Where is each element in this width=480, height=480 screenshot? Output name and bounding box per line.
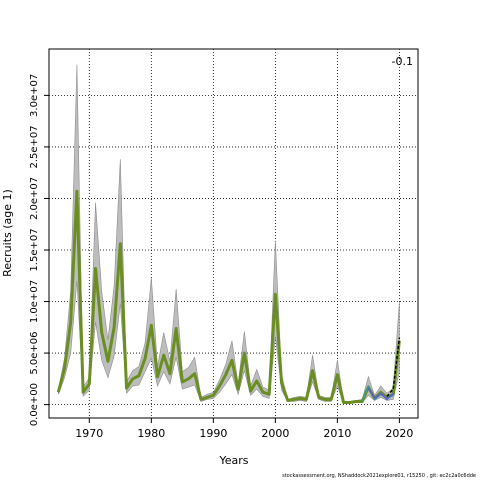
x-tick-label: 1970 [75, 427, 103, 440]
x-tick-label: 2020 [385, 427, 413, 440]
x-tick-label: 1990 [199, 427, 227, 440]
y-tick-label: 0.0e+00 [29, 383, 40, 426]
series-lines [56, 189, 401, 405]
confidence-bands [58, 64, 400, 404]
y-axis-label: Recruits (age 1) [1, 189, 14, 277]
y-tick-label: 2.5e+07 [29, 125, 40, 168]
y-tick-label: 3.0e+07 [29, 74, 40, 117]
series-line [367, 387, 394, 401]
y-axis-ticks: 0.0e+00 5.0e+06 1.0e+07 1.5e+07 2.0e+07 2.5e+… [29, 74, 49, 426]
y-tick-label: 1.5e+07 [29, 228, 40, 271]
series-line [56, 189, 401, 405]
x-tick-label: 2000 [261, 427, 289, 440]
footer-credit: stockassessment.org, NShaddock2021explor… [282, 473, 476, 479]
x-axis-ticks: 1970 1980 1990 2000 2010 2020 [75, 418, 413, 440]
x-tick-label: 2010 [323, 427, 351, 440]
confidence-band [58, 64, 400, 404]
annotation-label: -0.1 [392, 55, 413, 68]
x-tick-label: 1980 [137, 427, 165, 440]
y-tick-label: 5.0e+06 [29, 331, 40, 374]
y-tick-label: 1.0e+07 [29, 280, 40, 323]
x-axis-label: Years [218, 454, 248, 467]
y-tick-label: 2.0e+07 [29, 177, 40, 220]
plot-frame [48, 48, 419, 419]
